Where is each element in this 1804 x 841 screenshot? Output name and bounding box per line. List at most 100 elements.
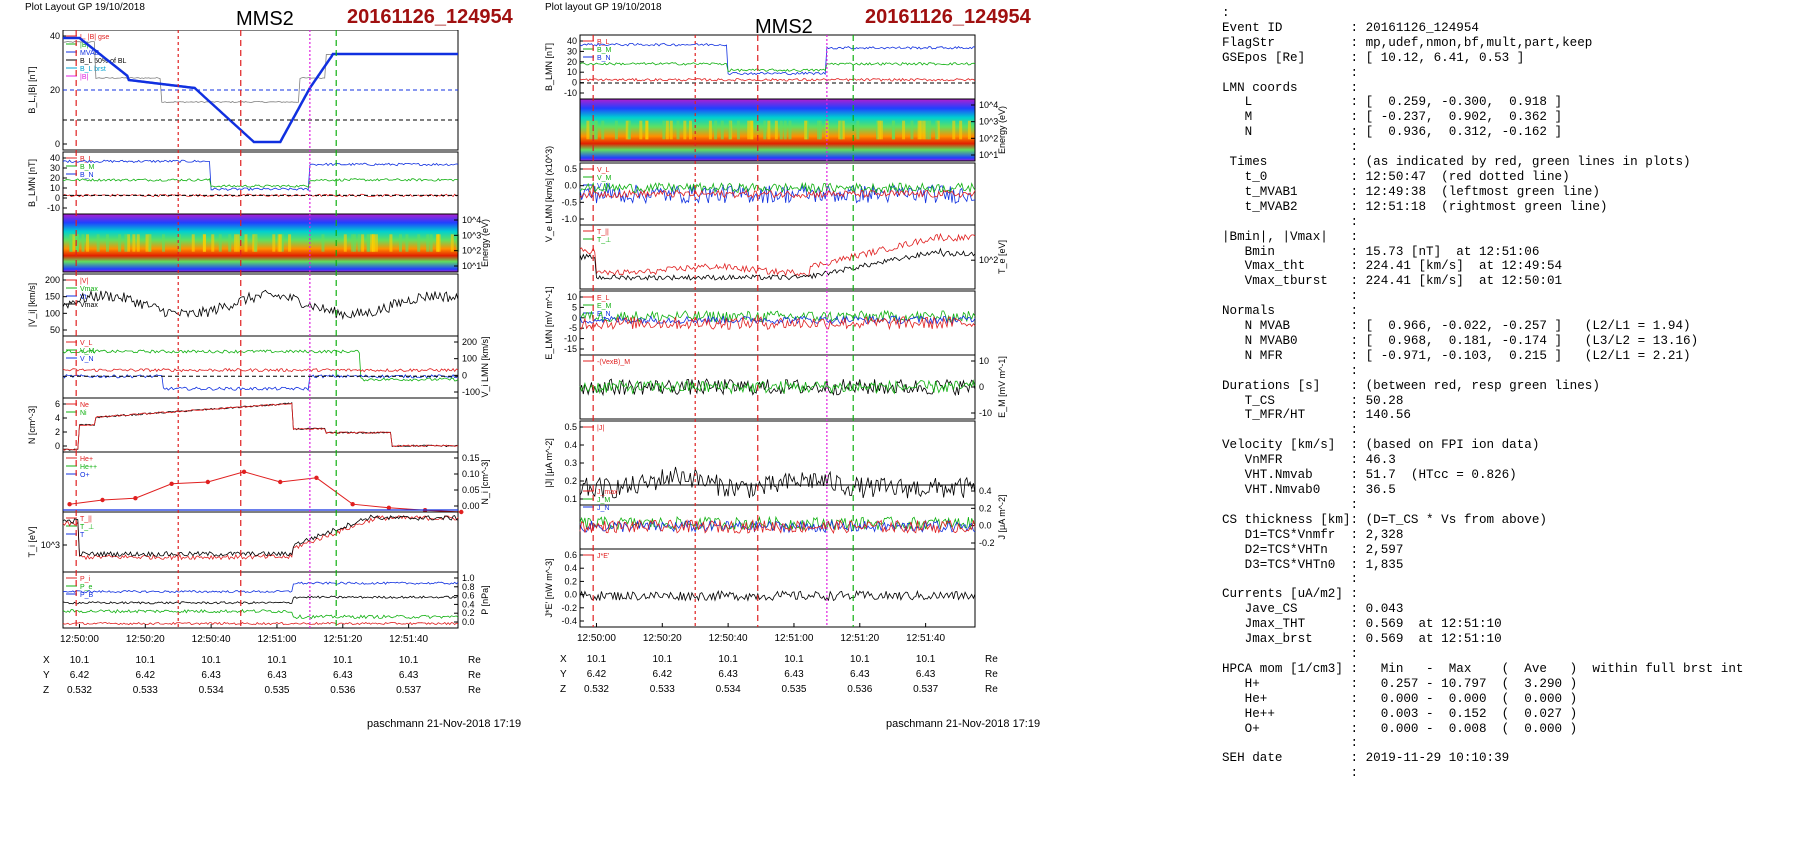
y-tick-label: 0: [462, 370, 467, 380]
legend-entry: He++: [80, 464, 97, 471]
y-axis-label: V_i LMN [km/s]: [480, 336, 490, 397]
right-event-id: 20161126_124954: [865, 6, 1031, 28]
spectro-streak: [952, 120, 956, 140]
spectro-streak: [614, 120, 618, 140]
time-tick-label: 12:50:00: [577, 633, 616, 644]
spectro-streak: [288, 234, 292, 252]
data-trace: [62, 402, 459, 451]
y-tick-label: -5: [569, 323, 577, 333]
ephemeris-value: 0.537: [396, 685, 421, 695]
he-plus-plus-point: [133, 496, 138, 501]
spectro-streak: [389, 234, 393, 252]
y-axis-label: T_i [eV]: [27, 526, 37, 557]
panel-2: 0.5 0.0 -0.5 -1.0 V_e LMN [km/s] (x10^3) V_LV…: [544, 146, 976, 242]
y-axis-label: J [μA m^-2]: [997, 495, 1007, 540]
spectro-streak: [928, 120, 932, 140]
spectro-streak: [879, 120, 883, 140]
spectro-streak: [280, 234, 284, 252]
y-tick-label: 10^4: [979, 100, 998, 110]
spectro-streak: [665, 120, 669, 140]
spectro-streak: [96, 234, 100, 252]
ephemeris-value: 6.43: [267, 670, 287, 681]
legend-entry: L, |B| gse: [80, 34, 109, 41]
ephemeris-unit: Re: [468, 670, 481, 681]
y-tick-label: 20: [567, 57, 577, 67]
y-axis-label: E_LMN [mV m^-1]: [544, 286, 554, 359]
data-trace: [62, 595, 459, 605]
spectro-streak: [856, 120, 860, 140]
y-tick-label: 0.00: [462, 501, 480, 511]
ephemeris-value: 0.532: [67, 685, 92, 695]
y-tick-label: 10^2: [979, 255, 998, 265]
y-tick-label: 0: [572, 313, 577, 323]
spectro-streak: [825, 120, 829, 140]
spectro-streak: [272, 234, 276, 252]
ephemeris-value: 10.1: [850, 654, 870, 665]
legend-entry: T_⊥: [597, 237, 611, 244]
spectro-streak: [81, 234, 85, 252]
data-trace: [579, 466, 976, 499]
spectro-streak: [211, 234, 215, 252]
y-axis-label: E_M [mV m^-1]: [997, 356, 1007, 418]
y-tick-label: 0: [55, 139, 60, 149]
ephemeris-axis-label: Y: [560, 669, 567, 680]
panel-7: 10^3 T_i [eV] T_||T_⊥T: [27, 511, 459, 573]
y-tick-label: 2: [55, 427, 60, 437]
spectro-streak: [935, 120, 939, 140]
spectro-streak: [417, 234, 421, 252]
ephemeris-axis-label: X: [43, 655, 50, 666]
spectro-streak: [75, 234, 79, 252]
panel-frame: [579, 484, 976, 550]
spectro-streak: [645, 120, 649, 140]
y-axis-label: B_LMN [nT]: [27, 159, 37, 207]
y-tick-label: -10: [979, 408, 992, 418]
legend-entry: E_M: [597, 303, 612, 310]
y-tick-label: -0.4: [561, 616, 577, 626]
y-axis-label: N_i [cm^-3]: [480, 459, 490, 504]
ephemeris-axis-label: Z: [43, 685, 49, 695]
legend-entry: |B|: [80, 74, 88, 81]
y-tick-label: 10^2: [462, 246, 481, 256]
panel-frame: [579, 548, 976, 628]
spectro-streak: [936, 120, 940, 140]
event-info-text: : Event ID : 20161126_124954 FlagStr : m…: [1222, 6, 1744, 781]
legend-entry: T_||: [597, 229, 609, 236]
ephemeris-value: 10.1: [201, 655, 221, 666]
ephemeris-unit: Re: [985, 654, 998, 665]
y-tick-label: 0.0: [564, 181, 577, 191]
panel-6: 0.15 0.10 0.05 0.00N_i [cm^-3] He+He++O+: [62, 451, 490, 515]
legend-entry: B_L brst: [80, 66, 106, 73]
ephemeris-value: 0.536: [847, 684, 872, 695]
y-tick-label: 40: [50, 153, 60, 163]
ephemeris-value: 0.535: [264, 685, 289, 695]
spectro-streak: [728, 120, 732, 140]
he-plus-plus-point: [241, 469, 247, 474]
spectro-streak: [178, 234, 182, 252]
panel-frame: [62, 213, 459, 273]
spectro-streak: [353, 234, 357, 252]
y-tick-label: 5: [572, 302, 577, 312]
y-tick-label: -100: [462, 387, 480, 397]
ephemeris-value: 6.43: [399, 670, 419, 681]
data-trace: [579, 247, 976, 281]
time-tick-label: 12:51:40: [389, 634, 428, 645]
data-trace: [579, 188, 976, 199]
y-tick-label: 40: [50, 31, 60, 41]
ephemeris-value: 0.532: [584, 684, 609, 695]
ephemeris-value: 0.537: [913, 684, 938, 695]
spectro-streak: [202, 234, 206, 252]
y-tick-label: 200: [45, 275, 60, 285]
ephemeris-value: 10.1: [784, 654, 804, 665]
ephemeris-value: 10.1: [333, 655, 353, 666]
data-trace: [579, 589, 976, 602]
spectro-streak: [361, 234, 365, 252]
he-plus-plus-point: [278, 479, 283, 485]
y-tick-label: 0: [55, 193, 60, 203]
y-tick-label: -0.2: [561, 603, 577, 613]
spectro-streak: [708, 120, 712, 140]
spectro-streak: [891, 120, 895, 140]
time-tick-label: 12:50:20: [126, 634, 165, 645]
